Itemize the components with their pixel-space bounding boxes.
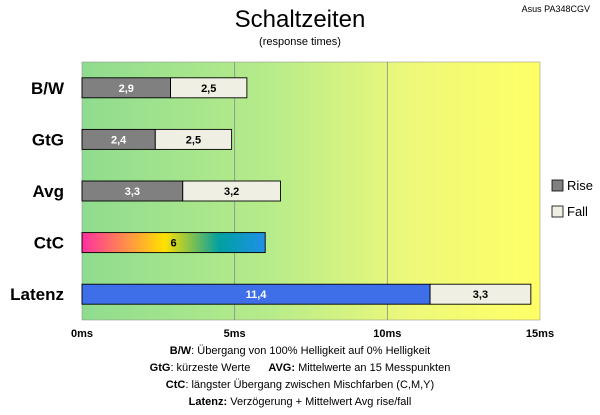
bar-value-label: 6 (171, 238, 177, 250)
x-axis-ticks: 0ms 5ms 10ms 15ms (71, 328, 554, 340)
category-labels: B/W GtG Avg CtC Latenz (10, 79, 65, 304)
note-bw: B/W: Übergang von 100% Helligkeit auf 0%… (169, 345, 431, 357)
bar-value-label: 2,9 (119, 83, 134, 95)
category-label: Latenz (10, 285, 64, 304)
x-tick-label: 0ms (71, 328, 93, 340)
legend-label-fall: Fall (567, 204, 588, 219)
category-label: GtG (32, 130, 64, 149)
x-tick-label: 15ms (526, 328, 554, 340)
bar-value-label: 3,2 (224, 186, 239, 198)
chart-title: Schaltzeiten (235, 6, 366, 33)
bar-rise (81, 232, 266, 254)
bar-value-label: 2,4 (111, 134, 127, 146)
note-ctc: CtC: längster Übergang zwischen Mischfar… (165, 379, 435, 391)
legend: Rise Fall (551, 178, 593, 219)
x-tick-label: 5ms (224, 328, 246, 340)
legend-swatch-rise (551, 179, 564, 192)
bars: 2,9 2,5 2,4 2,5 3,3 3,2 6 11,4 3,3 (81, 77, 532, 305)
bar-value-label: 3,3 (473, 289, 488, 301)
category-label: CtC (34, 234, 64, 253)
category-label: Avg (33, 182, 65, 201)
note-latenz: Latenz: Verzögerung + Mittelwert Avg ris… (188, 396, 412, 408)
bar-fall (170, 77, 248, 99)
chart: Schaltzeiten (response times) Asus PA348… (10, 4, 593, 340)
x-tick-label: 10ms (373, 328, 401, 340)
bar-value-label: 2,5 (186, 134, 201, 146)
bar-value-label: 3,3 (125, 186, 140, 198)
chart-subtitle: (response times) (259, 36, 341, 48)
model-label: Asus PA348CGV (522, 4, 590, 14)
legend-label-rise: Rise (567, 178, 593, 193)
bar-fall (182, 180, 281, 202)
bar-fall (429, 283, 532, 305)
category-label: B/W (31, 79, 65, 98)
bar-value-label: 2,5 (201, 83, 216, 95)
bar-fall (154, 128, 233, 150)
note-gtg-avg: GtG: kürzeste Werte AVG: Mittelwerte an 1… (149, 362, 451, 374)
notes: B/W: Übergang von 100% Helligkeit auf 0%… (0, 343, 600, 411)
bar-value-label: 11,4 (246, 289, 268, 301)
legend-swatch-fall (551, 205, 564, 218)
